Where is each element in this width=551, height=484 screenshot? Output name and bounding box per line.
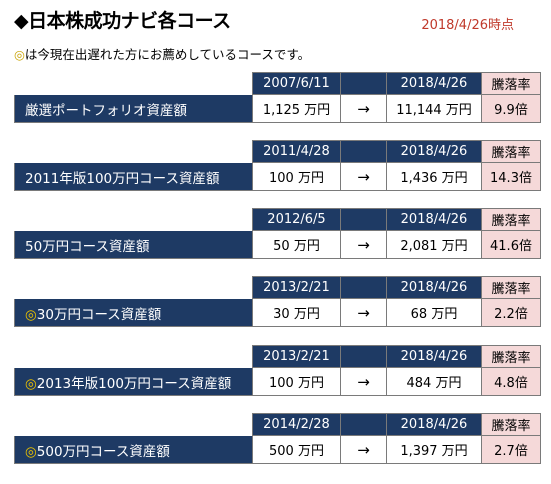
start-date: 2013/2/21 (252, 276, 341, 299)
start-value: 100 万円 (252, 162, 341, 191)
page-header: ◆日本株成功ナビ各コース 2018/4/26時点 (14, 5, 544, 35)
arrow-icon: → (340, 230, 387, 259)
rate-header: 騰落率 (481, 345, 541, 368)
course-table: 2013/2/21 2018/4/26 騰落率 ◎2013年版100万円コース資産額 1… (14, 345, 541, 396)
start-date: 2011/4/28 (252, 140, 341, 163)
header-gap-cell (340, 140, 387, 163)
end-date: 2018/4/26 (386, 413, 482, 436)
rate-value: 2.7倍 (481, 435, 541, 464)
course-name: 2013年版100万円コース資産額 (36, 375, 232, 392)
arrow-icon: → (340, 367, 387, 396)
course-table-header: 2012/6/5 2018/4/26 騰落率 (14, 208, 541, 231)
course-row: ◎2013年版100万円コース資産額 100 万円 → 484 万円 4.8倍 (14, 367, 541, 396)
course-table: 2014/2/28 2018/4/26 騰落率 ◎500万円コース資産額 500 万円 →… (14, 413, 541, 464)
course-name-cell: ◎2013年版100万円コース資産額 (14, 367, 253, 396)
rate-value: 9.9倍 (481, 94, 541, 123)
rate-header: 騰落率 (481, 413, 541, 436)
end-date: 2018/4/26 (386, 345, 482, 368)
double-circle-icon: ◎ (25, 306, 37, 323)
arrow-icon: → (340, 94, 387, 123)
start-date: 2012/6/5 (252, 208, 341, 231)
end-value: 1,397 万円 (386, 435, 482, 464)
course-row: ◎30万円コース資産額 30 万円 → 68 万円 2.2倍 (14, 298, 541, 327)
end-date: 2018/4/26 (386, 140, 482, 163)
course-table: 2011/4/28 2018/4/26 騰落率 2011年版100万円コース資産額 10… (14, 140, 541, 191)
end-date: 2018/4/26 (386, 208, 482, 231)
end-date: 2018/4/26 (386, 72, 482, 95)
course-table-header: 2007/6/11 2018/4/26 騰落率 (14, 72, 541, 95)
end-value: 11,144 万円 (386, 94, 482, 123)
header-blank-cell (14, 345, 253, 368)
course-row: ◎500万円コース資産額 500 万円 → 1,397 万円 2.7倍 (14, 435, 541, 464)
header-blank-cell (14, 208, 253, 231)
page-title: ◆日本株成功ナビ各コース (14, 10, 231, 32)
arrow-icon: → (340, 435, 387, 464)
header-gap-cell (340, 208, 387, 231)
course-name-cell: ◎500万円コース資産額 (14, 435, 253, 464)
double-circle-icon: ◎ (25, 443, 37, 460)
header-gap-cell (340, 345, 387, 368)
rate-header: 騰落率 (481, 208, 541, 231)
end-value: 68 万円 (386, 298, 482, 327)
course-row: 50万円コース資産額 50 万円 → 2,081 万円 41.6倍 (14, 230, 541, 259)
end-value: 2,081 万円 (386, 230, 482, 259)
header-blank-cell (14, 72, 253, 95)
course-name-cell: 50万円コース資産額 (14, 230, 253, 259)
course-name-cell: 厳選ポートフォリオ資産額 (14, 94, 253, 123)
course-table: 2013/2/21 2018/4/26 騰落率 ◎30万円コース資産額 30 万円 → 68… (14, 276, 541, 327)
rate-value: 4.8倍 (481, 367, 541, 396)
rate-value: 41.6倍 (481, 230, 541, 259)
recommendation-note-text: は今現在出遅れた方にお薦めしているコースです。 (24, 47, 311, 62)
start-value: 500 万円 (252, 435, 341, 464)
recommendation-note: ◎は今現在出遅れた方にお薦めしているコースです。 (14, 44, 310, 63)
start-value: 1,125 万円 (252, 94, 341, 123)
course-table-header: 2013/2/21 2018/4/26 騰落率 (14, 345, 541, 368)
course-name-cell: 2011年版100万円コース資産額 (14, 162, 253, 191)
header-blank-cell (14, 140, 253, 163)
start-date: 2007/6/11 (252, 72, 341, 95)
course-name: 厳選ポートフォリオ資産額 (25, 102, 187, 119)
header-blank-cell (14, 276, 253, 299)
header-gap-cell (340, 413, 387, 436)
arrow-icon: → (340, 162, 387, 191)
header-blank-cell (14, 413, 253, 436)
start-date: 2013/2/21 (252, 345, 341, 368)
header-gap-cell (340, 276, 387, 299)
rate-header: 騰落率 (481, 140, 541, 163)
end-value: 1,436 万円 (386, 162, 482, 191)
as-of-date: 2018/4/26時点 (421, 18, 514, 33)
end-value: 484 万円 (386, 367, 482, 396)
start-value: 50 万円 (252, 230, 341, 259)
double-circle-icon: ◎ (14, 47, 25, 62)
course-table: 2007/6/11 2018/4/26 騰落率厳選ポートフォリオ資産額 1,125 万… (14, 72, 541, 123)
rate-header: 騰落率 (481, 276, 541, 299)
start-value: 100 万円 (252, 367, 341, 396)
header-gap-cell (340, 72, 387, 95)
rate-value: 2.2倍 (481, 298, 541, 327)
course-name: 500万円コース資産額 (36, 443, 170, 460)
rate-header: 騰落率 (481, 72, 541, 95)
end-date: 2018/4/26 (386, 276, 482, 299)
course-name-cell: ◎30万円コース資産額 (14, 298, 253, 327)
course-name: 50万円コース資産額 (25, 238, 150, 255)
arrow-icon: → (340, 298, 387, 327)
course-row: 厳選ポートフォリオ資産額 1,125 万円 → 11,144 万円 9.9倍 (14, 94, 541, 123)
course-table-header: 2013/2/21 2018/4/26 騰落率 (14, 276, 541, 299)
course-row: 2011年版100万円コース資産額 100 万円 → 1,436 万円 14.3倍 (14, 162, 541, 191)
course-table-header: 2014/2/28 2018/4/26 騰落率 (14, 413, 541, 436)
course-table: 2012/6/5 2018/4/26 騰落率 50万円コース資産額 50 万円 → 2,08… (14, 208, 541, 259)
start-value: 30 万円 (252, 298, 341, 327)
course-table-header: 2011/4/28 2018/4/26 騰落率 (14, 140, 541, 163)
double-circle-icon: ◎ (25, 375, 37, 392)
course-name: 2011年版100万円コース資産額 (25, 170, 220, 187)
start-date: 2014/2/28 (252, 413, 341, 436)
rate-value: 14.3倍 (481, 162, 541, 191)
course-name: 30万円コース資産額 (36, 306, 162, 323)
